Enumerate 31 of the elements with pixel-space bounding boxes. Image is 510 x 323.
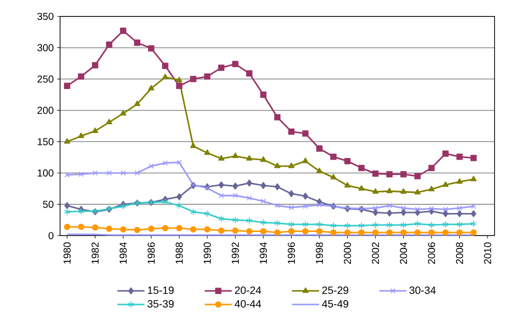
y-tick-label: 350 xyxy=(37,12,54,20)
y-tick-label: 300 xyxy=(37,44,54,52)
x-tick-label: 1998 xyxy=(316,242,323,264)
legend-label: 35-39 xyxy=(148,300,174,308)
x-tick-label: 1980 xyxy=(64,242,71,264)
y-tick-label: 150 xyxy=(38,138,54,146)
x-tick-label: 1984 xyxy=(120,242,127,264)
legend-label: 40-44 xyxy=(234,300,262,308)
x-tick-label: 1996 xyxy=(288,242,295,264)
y-tick-label: 0 xyxy=(48,232,54,240)
legend-label: 25-29 xyxy=(322,286,348,294)
legend-label: 20-24 xyxy=(234,286,262,294)
x-tick-label: 2006 xyxy=(428,242,436,264)
x-tick-label: 2000 xyxy=(344,242,351,264)
legend-label: 45-49 xyxy=(322,300,348,308)
x-tick-label: 1994 xyxy=(260,242,267,264)
x-tick-label: 1992 xyxy=(232,242,239,264)
x-tick-label: 2004 xyxy=(400,242,408,264)
y-tick-label: 250 xyxy=(38,76,54,83)
y-tick-label: 100 xyxy=(38,170,54,177)
x-tick-label: 2010 xyxy=(484,242,492,264)
y-tick-label: 50 xyxy=(43,200,54,208)
x-tick-label: 1988 xyxy=(176,242,183,264)
x-tick-label: 1990 xyxy=(204,242,211,264)
legend-label: 30-34 xyxy=(409,286,436,294)
x-tick-label: 2008 xyxy=(456,242,464,264)
x-tick-label: 2002 xyxy=(372,242,380,264)
y-tick-label: 200 xyxy=(38,106,54,114)
x-tick-label: 1982 xyxy=(92,242,99,264)
x-tick-label: 1986 xyxy=(148,242,155,264)
legend-label: 15-19 xyxy=(148,286,174,294)
